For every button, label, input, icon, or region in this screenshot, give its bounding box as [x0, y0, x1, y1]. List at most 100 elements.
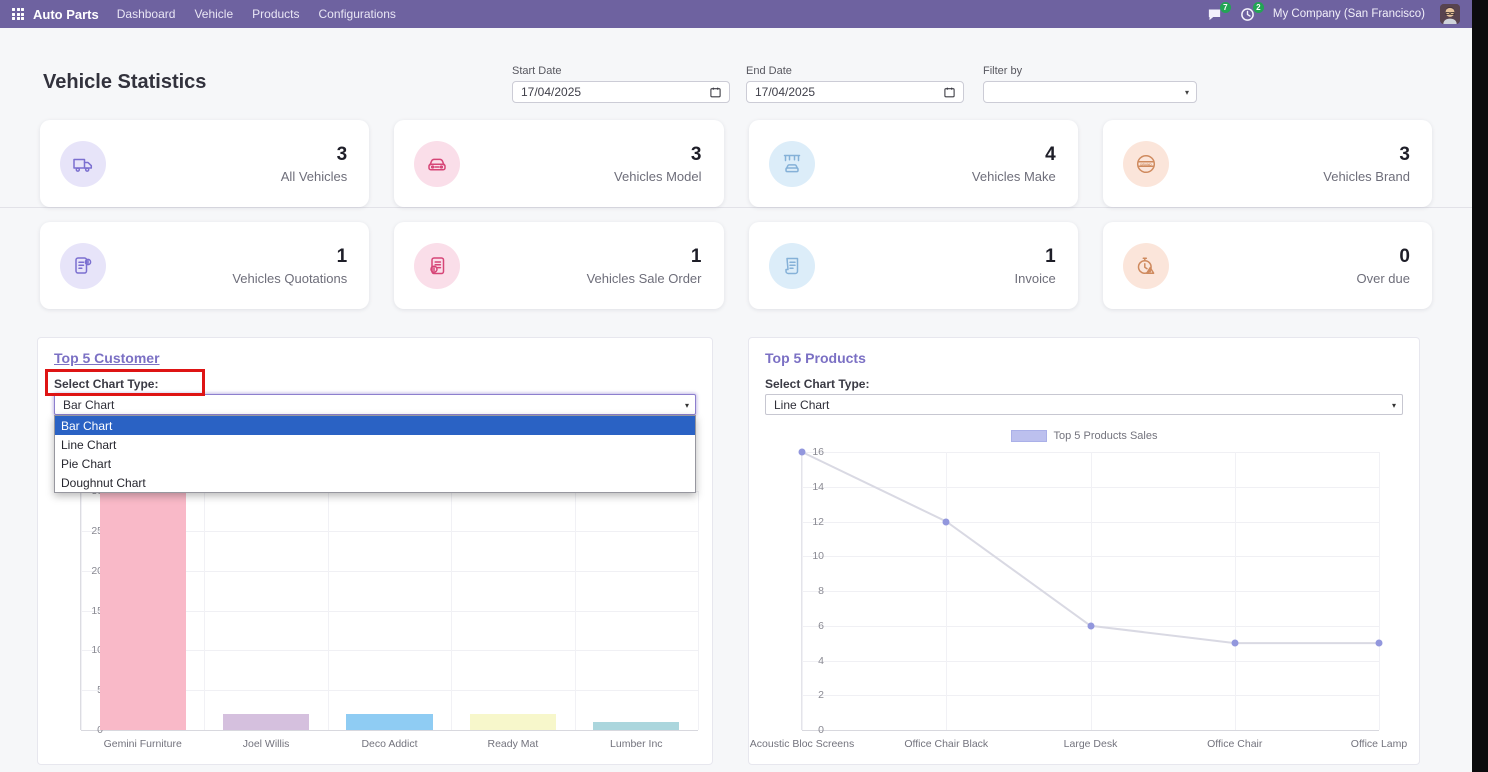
data-point-office-chair-black[interactable]	[942, 518, 950, 525]
stat-card-row-2: 1 Vehicles Quotations 1 Vehicles Sale Order…	[40, 222, 1432, 309]
y-axis-tick: 6	[818, 619, 824, 632]
x-axis-label: Gemini Furniture	[103, 738, 182, 750]
menu-item-products[interactable]: Products	[252, 7, 300, 21]
stat-label: Over due	[1356, 270, 1410, 286]
gridline	[81, 530, 698, 532]
filter-by-label: Filter by	[983, 65, 1023, 77]
y-axis-tick: 20	[91, 564, 103, 577]
x-axis-label: Deco Addict	[361, 738, 418, 750]
chevron-down-icon: ▾	[1391, 401, 1396, 410]
filter-by-select[interactable]: ▾	[983, 81, 1197, 103]
data-point-office-lamp[interactable]	[1375, 639, 1383, 647]
stat-card-vehicles-brand[interactable]: BRAND 3 Vehicles Brand	[1102, 120, 1432, 207]
stat-label: Vehicles Model	[614, 168, 702, 184]
chart-type-dropdown: Bar Chart Line Chart Pie Chart Doughnut Cha…	[54, 415, 696, 493]
gridline	[802, 730, 1379, 731]
x-axis-label: Large Desk	[1063, 738, 1118, 750]
stat-label: Invoice	[1014, 270, 1056, 286]
stat-label: Vehicles Quotations	[232, 270, 348, 286]
apps-grid-icon[interactable]	[12, 8, 24, 20]
dropdown-option-line-chart[interactable]: Line Chart	[61, 437, 117, 452]
messages-icon[interactable]: 7	[1207, 2, 1231, 22]
page-title: Vehicle Statistics	[43, 71, 207, 93]
dropdown-option-pie-chart[interactable]: Pie Chart	[61, 456, 112, 471]
gridline	[81, 690, 698, 692]
x-axis-label: Acoustic Bloc Screens	[749, 738, 855, 750]
y-axis-tick: 10	[812, 550, 824, 563]
products-chart-type-value: Line Chart	[774, 397, 830, 412]
x-axis-label: Office Chair	[1207, 738, 1263, 750]
menu-item-vehicle[interactable]: Vehicle	[194, 7, 234, 21]
gridline	[204, 491, 206, 730]
data-point-acoustic-bloc-screens[interactable]	[798, 448, 806, 456]
app-name[interactable]: Auto Parts	[33, 6, 99, 22]
legend-swatch	[1010, 430, 1047, 442]
data-point-office-chair[interactable]	[1231, 639, 1239, 647]
menu-item-dashboard[interactable]: Dashboard	[116, 7, 176, 21]
stat-card-invoice[interactable]: 1 Invoice	[748, 222, 1078, 309]
menu-item-configurations[interactable]: Configurations	[318, 7, 396, 21]
company-switcher[interactable]: My Company (San Francisco)	[1272, 8, 1425, 20]
customer-chart-type-value: Bar Chart	[63, 397, 115, 412]
y-axis-tick: 10	[91, 644, 103, 657]
stat-card-over-due[interactable]: 0 Over due	[1102, 222, 1432, 309]
page-header: Vehicle Statistics Start Date 17/04/2025…	[40, 60, 1430, 110]
end-date-input[interactable]: 17/04/2025	[746, 81, 964, 103]
start-date-value: 17/04/2025	[521, 85, 582, 99]
stat-label: All Vehicles	[280, 168, 348, 184]
stat-value: 1	[1045, 245, 1056, 267]
start-date-input[interactable]: 17/04/2025	[512, 81, 730, 103]
customer-chart-type-select[interactable]: Bar Chart ▾	[54, 394, 696, 415]
bar-ready-mat[interactable]	[469, 714, 557, 730]
end-date-label: End Date	[746, 65, 792, 77]
calendar-icon[interactable]	[709, 86, 722, 99]
x-axis-label: Office Chair Black	[904, 738, 989, 750]
gridline	[1234, 452, 1236, 730]
bar-joel-willis[interactable]	[222, 714, 310, 730]
bar-gemini-furniture[interactable]	[99, 491, 186, 730]
gridline	[1379, 452, 1380, 730]
bar-deco-addict[interactable]	[346, 714, 433, 730]
stat-value: 3	[336, 143, 348, 165]
screen-edge-strip	[1472, 0, 1488, 772]
activities-badge: 2	[1252, 2, 1264, 13]
dropdown-option-bar-chart[interactable]: Bar Chart	[55, 416, 695, 435]
data-point-large-desk[interactable]	[1087, 622, 1094, 630]
car-icon	[414, 140, 461, 187]
bar-lumber-inc[interactable]	[593, 722, 680, 730]
y-axis-tick: 15	[91, 604, 103, 617]
top5-customer-card: Top 5 Customer Select Chart Type: Bar Ch…	[37, 337, 713, 765]
calendar-icon[interactable]	[943, 86, 956, 99]
legend-label: Top 5 Products Sales	[1053, 430, 1158, 442]
stat-card-vehicles-quotations[interactable]: 1 Vehicles Quotations	[40, 222, 370, 309]
gridline	[81, 730, 698, 731]
start-date-group: Start Date 17/04/2025	[512, 65, 730, 103]
stat-label: Vehicles Brand	[1323, 168, 1410, 184]
gridline	[81, 491, 82, 730]
top5-products-card: Top 5 Products Select Chart Type: Line C…	[748, 337, 1420, 765]
stat-value: 0	[1399, 245, 1410, 267]
y-axis-tick: 8	[818, 585, 824, 597]
gridline	[327, 491, 329, 730]
y-axis-tick: 25	[91, 524, 103, 537]
stat-card-vehicles-make[interactable]: 4 Vehicles Make	[748, 120, 1078, 207]
stat-value: 4	[1045, 143, 1056, 165]
stat-value: 3	[1399, 143, 1410, 165]
stat-card-vehicles-model[interactable]: 3 Vehicles Model	[394, 120, 724, 207]
dropdown-option-doughnut-chart[interactable]: Doughnut Chart	[61, 475, 146, 490]
activities-icon[interactable]: 2	[1240, 2, 1264, 22]
truck-icon	[60, 140, 106, 187]
messages-badge: 7	[1219, 2, 1231, 13]
user-avatar[interactable]	[1440, 4, 1460, 24]
stat-card-all-vehicles[interactable]: 3 All Vehicles	[40, 120, 370, 207]
x-axis-label: Office Lamp	[1350, 738, 1408, 750]
stat-card-vehicles-sale-order[interactable]: 1 Vehicles Sale Order	[394, 222, 724, 309]
products-chart-type-select[interactable]: Line Chart ▾	[765, 394, 1403, 415]
top5-customer-title[interactable]: Top 5 Customer	[54, 350, 160, 366]
top-navbar: Auto Parts Dashboard Vehicle Products Confi…	[0, 0, 1472, 28]
start-date-label: Start Date	[512, 65, 562, 77]
stat-label: Vehicles Sale Order	[586, 270, 702, 286]
chart-legend: Top 5 Products Sales	[749, 430, 1419, 442]
stat-label: Vehicles Make	[971, 168, 1056, 184]
